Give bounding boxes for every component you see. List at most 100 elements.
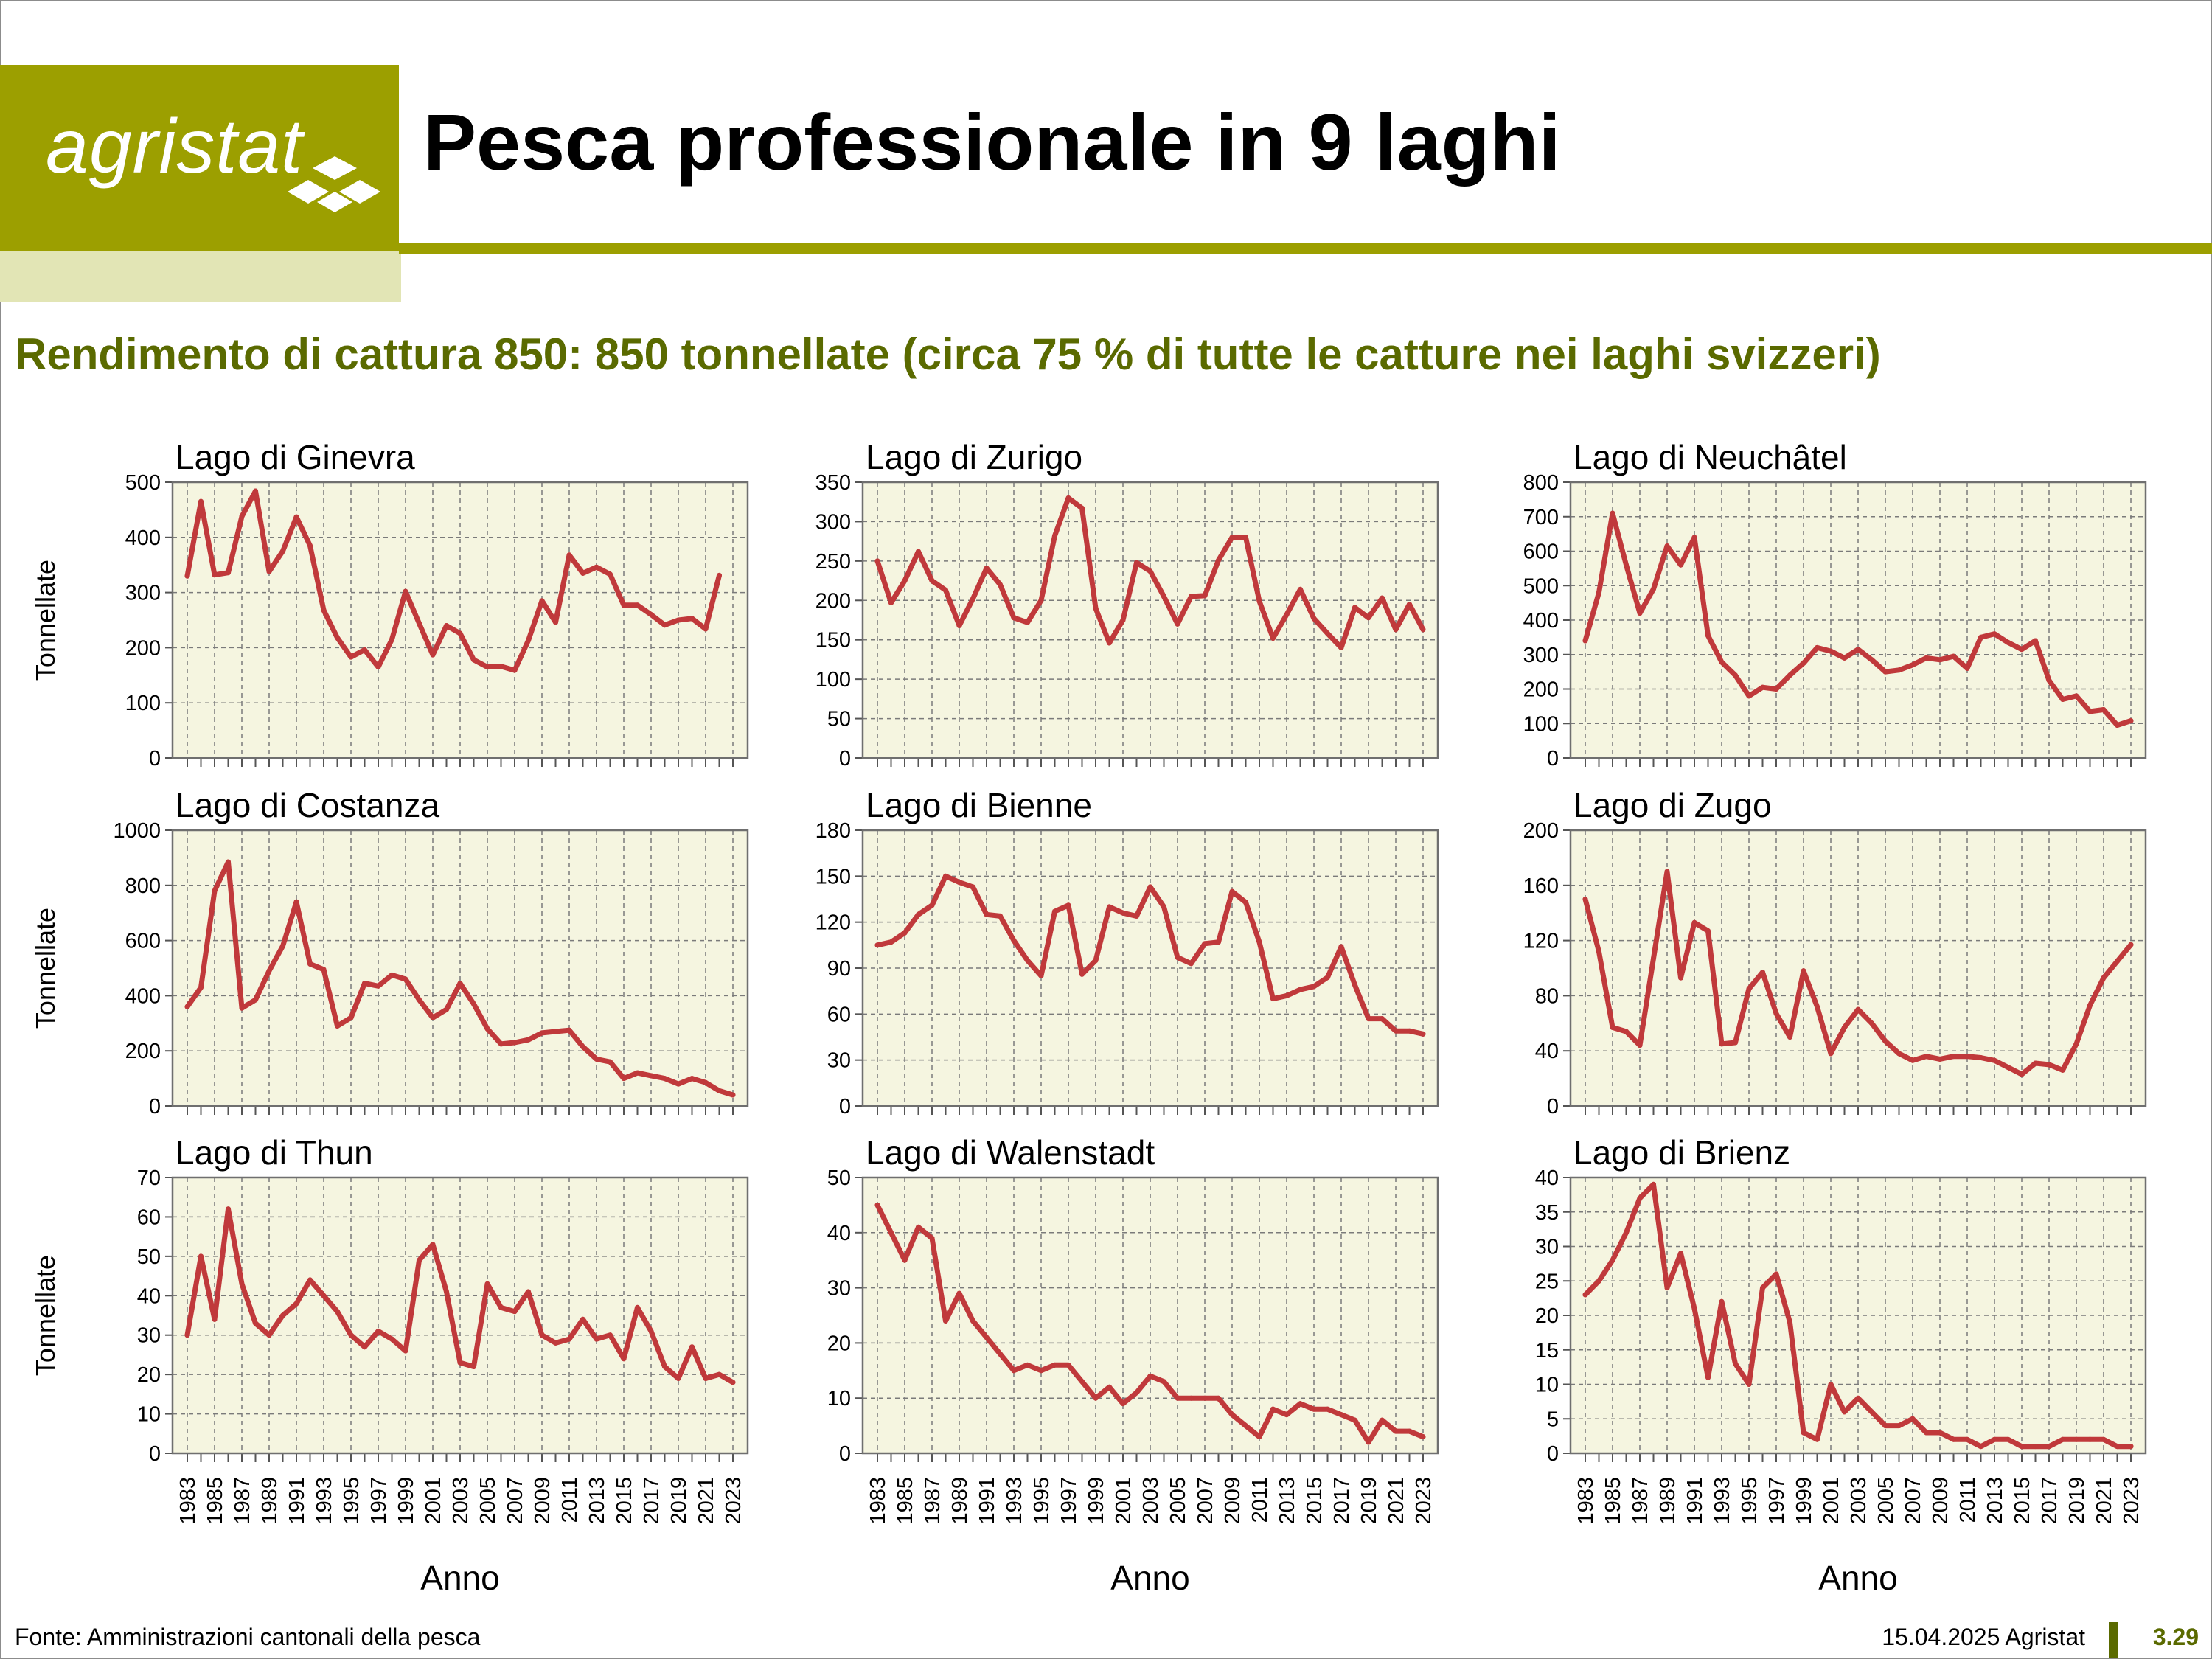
- series-line: [184, 488, 722, 673]
- data-point: [956, 880, 962, 886]
- data-point: [902, 578, 908, 584]
- data-point: [1229, 1412, 1235, 1418]
- y-tick-label: 150: [815, 629, 851, 653]
- y-tick-label: 500: [125, 471, 161, 495]
- data-point: [1651, 956, 1656, 961]
- data-point: [335, 1023, 340, 1029]
- footer-source: Fonte: Amministrazioni cantonali della p…: [15, 1624, 481, 1650]
- x-tick-label: 2013: [1276, 1477, 1299, 1525]
- data-point: [662, 1363, 667, 1369]
- x-tick-label: 2007: [504, 1477, 527, 1525]
- data-point: [184, 1332, 190, 1338]
- data-point: [703, 1079, 709, 1085]
- data-point: [1147, 568, 1153, 574]
- y-tick-label: 30: [827, 1049, 851, 1073]
- data-point: [956, 1290, 962, 1296]
- x-tick-label: 1991: [1683, 1477, 1707, 1525]
- data-point: [293, 899, 299, 905]
- chart-panel: 0 5 10 15 20 25 30 35 40 1983 1985 1987 1989 1991 1993…: [1535, 1133, 2147, 1597]
- x-tick-label: 1987: [1629, 1477, 1652, 1525]
- x-tick-label: 1999: [1792, 1477, 1816, 1525]
- x-tick-label: 2011: [558, 1477, 582, 1523]
- y-tick-label: 600: [1523, 540, 1559, 564]
- data-point: [375, 664, 381, 670]
- data-point: [512, 1309, 518, 1315]
- data-point: [1338, 644, 1344, 650]
- data-point: [457, 630, 463, 636]
- data-point: [1202, 941, 1208, 947]
- data-point: [1855, 1006, 1861, 1012]
- data-point: [703, 1375, 709, 1381]
- data-point: [1964, 1054, 1970, 1060]
- data-point: [956, 622, 962, 628]
- data-point: [2087, 709, 2093, 714]
- data-point: [417, 997, 422, 1003]
- data-point: [293, 514, 299, 520]
- data-point: [1079, 1379, 1085, 1385]
- data-point: [403, 588, 408, 594]
- data-point: [280, 943, 285, 949]
- data-point: [1107, 640, 1112, 646]
- data-point: [675, 1375, 681, 1381]
- data-point: [1065, 1362, 1071, 1368]
- data-point: [608, 1332, 613, 1338]
- data-point: [1366, 615, 1371, 621]
- x-tick-label: 2021: [1385, 1477, 1408, 1525]
- x-tick-label: 1989: [258, 1477, 282, 1525]
- data-point: [594, 1056, 599, 1062]
- y-tick-label: 100: [815, 668, 851, 692]
- y-tick-label: 90: [827, 957, 851, 981]
- data-point: [1325, 1406, 1330, 1412]
- x-tick-label: 2009: [1929, 1477, 1952, 1525]
- data-point: [730, 1380, 736, 1385]
- footer-page-number: 3.29: [2152, 1624, 2199, 1650]
- y-tick-label: 200: [815, 589, 851, 613]
- data-point: [916, 911, 921, 917]
- data-point: [1079, 505, 1085, 511]
- y-tick-label: 100: [1523, 712, 1559, 736]
- y-tick-label: 30: [137, 1324, 161, 1348]
- y-axis-label: Tonnellate: [30, 908, 60, 1029]
- chart-title: Lago di Bienne: [866, 786, 1092, 824]
- data-point: [253, 488, 258, 494]
- data-point: [1025, 619, 1030, 625]
- data-point: [984, 565, 990, 571]
- data-point: [1256, 1434, 1262, 1440]
- data-point: [1093, 605, 1099, 611]
- data-point: [1733, 1040, 1738, 1046]
- data-point: [689, 1076, 695, 1082]
- y-tick-label: 0: [1547, 1442, 1559, 1466]
- logo-diamond-icon: [288, 156, 380, 212]
- data-point: [874, 1202, 880, 1208]
- x-tick-label: 2007: [1194, 1477, 1217, 1525]
- data-point: [1256, 939, 1262, 945]
- data-point: [471, 657, 476, 663]
- data-point: [184, 1004, 190, 1009]
- data-point: [1624, 1230, 1629, 1236]
- data-point: [362, 647, 367, 653]
- data-point: [362, 1344, 367, 1350]
- y-tick-label: 60: [827, 1003, 851, 1026]
- data-point: [239, 1281, 245, 1287]
- data-point: [484, 664, 490, 670]
- data-point: [198, 498, 204, 504]
- data-point: [998, 1351, 1003, 1357]
- y-tick-label: 300: [1523, 644, 1559, 667]
- data-point: [1175, 1395, 1180, 1401]
- data-point: [484, 1281, 490, 1287]
- data-point: [403, 1348, 408, 1354]
- data-point: [1120, 617, 1126, 623]
- data-point: [1992, 1057, 1997, 1063]
- data-point: [1298, 1401, 1303, 1407]
- data-point: [1773, 686, 1779, 692]
- x-tick-label: 1987: [921, 1477, 945, 1525]
- data-point: [2019, 647, 2025, 653]
- data-point: [594, 1336, 599, 1342]
- x-tick-label: 2011: [1248, 1477, 1272, 1523]
- data-point: [648, 612, 654, 618]
- data-point: [1828, 648, 1834, 654]
- data-point: [1270, 996, 1276, 1002]
- data-point: [1610, 1024, 1615, 1030]
- plot-border: [171, 829, 749, 1107]
- x-tick-label: 1991: [285, 1477, 309, 1525]
